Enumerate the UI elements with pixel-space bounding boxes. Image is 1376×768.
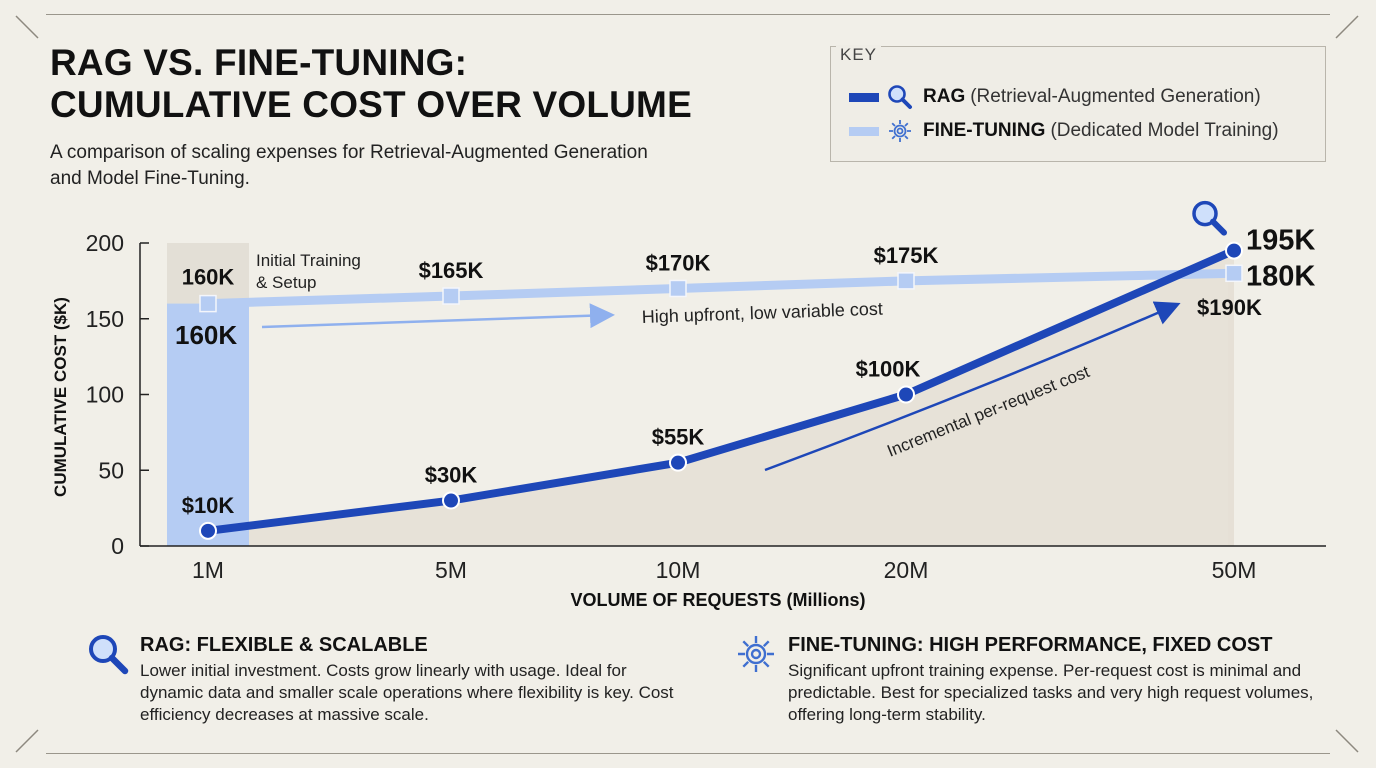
x-tick-label: 50M [1212,557,1257,583]
finetuning-series-line [203,268,1239,309]
rag-data-label: $100K [856,357,921,382]
initial-training-background [167,243,249,546]
legend-swatch-rag [849,92,879,102]
legend-label-rag: RAG [923,86,966,107]
magnifier-icon [1192,200,1227,236]
legend-desc-finetuning: (Dedicated Model Training) [1050,120,1279,141]
corner-ornament-tl [15,15,39,39]
frame-top-line [46,14,1330,15]
finetuning-data-label: 160K [182,265,235,290]
y-tick-label: 150 [86,306,124,332]
card-finetuning-body: Significant upfront training expense. Pe… [788,661,1314,724]
rag-series-line [204,246,1238,535]
y-tick-label: 100 [86,382,124,408]
legend-box: KEY RAG (Retrieval-Augmented Generation)… [830,45,1326,162]
corner-ornament-br [1335,729,1359,753]
finetuning-data-point [897,272,915,290]
finetuning-end-label: 180K [1246,260,1315,292]
magnifier-handle [1210,218,1227,236]
initial-training-bar [167,303,249,546]
finetuning-data-label: $175K [874,243,939,268]
rag-data-point [199,521,217,540]
finetuning-data-label: $165K [419,258,484,283]
finetuning-data-point [442,287,460,305]
card-finetuning-title: FINE-TUNING: HIGH PERFORMANCE, FIXED COS… [788,634,1273,656]
incremental-cost-arrow [764,301,1181,472]
card-rag-title: RAG: FLEXIBLE & SCALABLE [140,634,428,656]
initial-training-label-line-2: & Setup [256,273,317,292]
x-tick-label: 5M [435,557,467,583]
initial-bar-label: 160K [175,320,237,350]
finetuning-data-label: $170K [646,250,711,275]
legend-item-rag: RAG (Retrieval-Augmented Generation) [849,82,1261,112]
y-tick-label: 200 [86,230,124,256]
magnifier-icon [89,635,129,675]
y-tick-label: 50 [98,457,124,483]
corner-ornament-tr [1335,15,1359,39]
y-tick-label: 0 [111,533,124,559]
rag-data-label: $55K [652,425,705,450]
page-title: RAG VS. FINE-TUNING: CUMULATIVE COST OVE… [50,42,692,126]
legend-swatch-finetuning [849,126,879,136]
y-axis-title: CUMULATIVE COST ($K) [51,297,70,497]
rag-data-label: $30K [425,463,478,488]
gear-icon [738,636,774,672]
title-line-2: CUMULATIVE COST OVER VOLUME [50,84,692,125]
extra-value-label: $190K [1197,295,1262,320]
high-upfront-annotation: High upfront, low variable cost [641,299,883,327]
rag-data-point [1225,241,1243,260]
legend-desc-rag: (Retrieval-Augmented Generation) [970,86,1261,107]
initial-training-label-line-1: Initial Training [256,251,361,270]
x-tick-label: 20M [884,557,929,583]
frame-bottom-line [46,753,1330,754]
x-tick-label: 10M [656,557,701,583]
rag-data-label: $10K [182,493,235,518]
title-line-1: RAG VS. FINE-TUNING: [50,42,468,83]
finetuning-data-point [1225,264,1243,283]
finetuning-data-point [669,279,687,298]
legend-label-finetuning: FINE-TUNING [923,120,1046,141]
card-rag-body: Lower initial investment. Costs grow lin… [140,661,674,724]
rag-area-edge [1228,273,1234,546]
rag-data-point [897,385,915,404]
rag-area-fill [208,250,1234,546]
magnifier-icon [888,85,912,109]
initial-training-label: Initial Training & Setup [256,251,361,292]
incremental-cost-annotation: Incremental per-request cost [884,362,1092,461]
rag-end-label: 195K [1246,225,1315,257]
finetuning-data-point [199,294,217,313]
rag-data-point [442,491,460,510]
page-subtitle: A comparison of scaling expenses for Ret… [50,142,648,189]
magnifier-lens [1192,200,1218,227]
legend-title: KEY [836,45,882,65]
x-tick-label: 1M [192,557,224,583]
high-upfront-arrow [261,303,615,329]
x-axis-title: VOLUME OF REQUESTS (Millions) [570,590,865,610]
gear-icon [889,120,911,142]
corner-ornament-bl [15,729,39,753]
rag-data-point [669,453,687,472]
legend-item-finetuning: FINE-TUNING (Dedicated Model Training) [849,116,1279,146]
